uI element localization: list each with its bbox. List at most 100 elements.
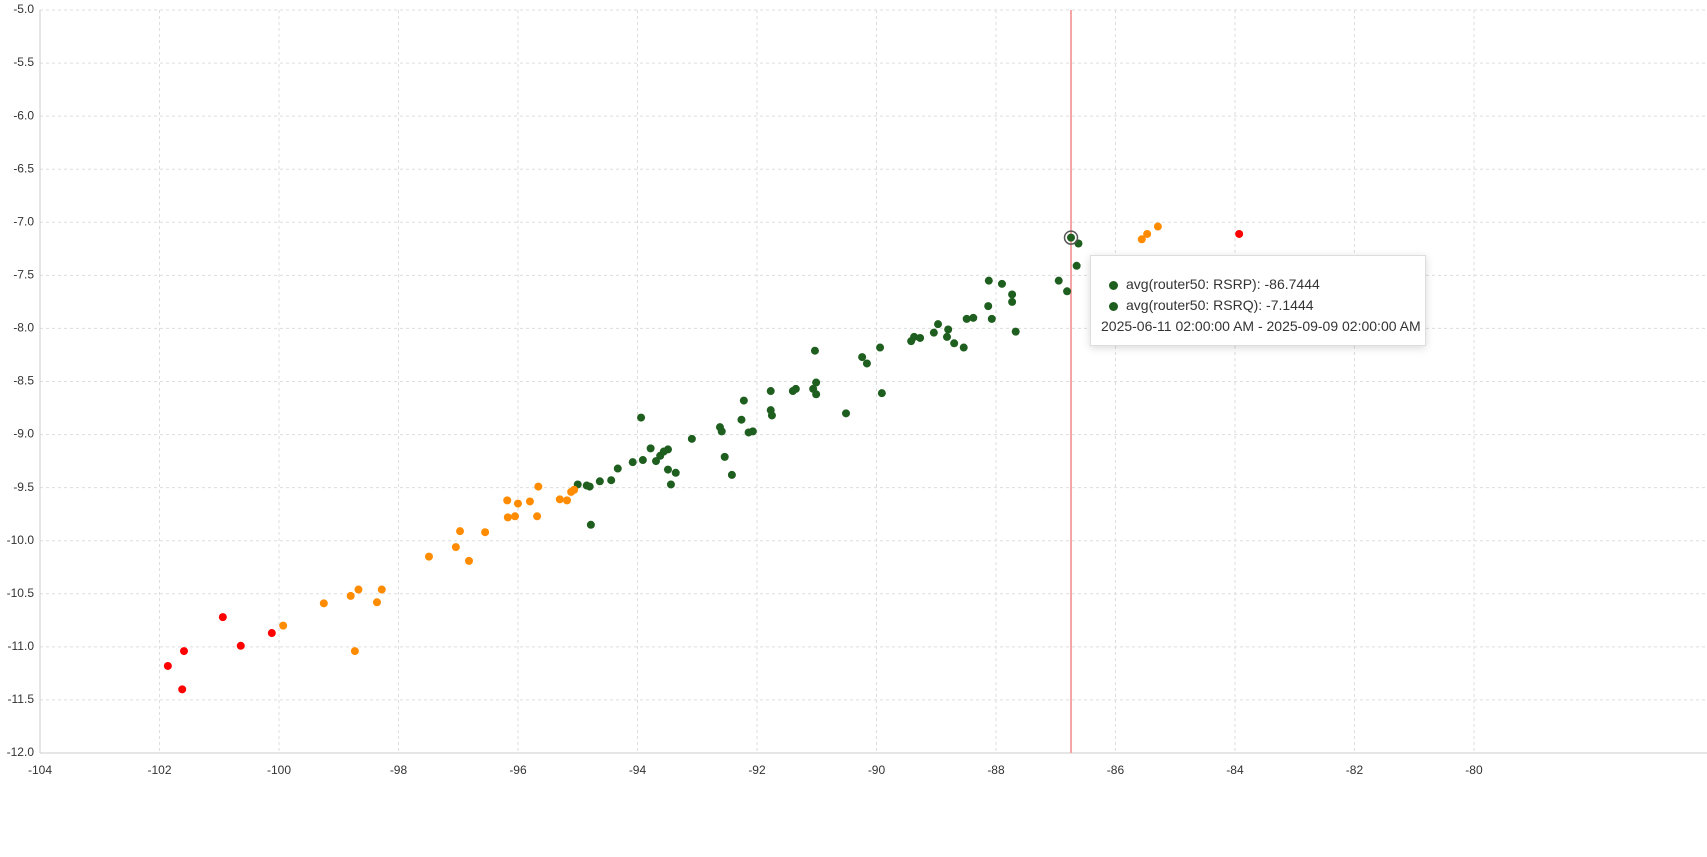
point [613, 464, 622, 473]
point [739, 396, 748, 405]
point [503, 513, 512, 522]
tooltip-text: avg(router50: RSRP): -86.7444 [1126, 276, 1320, 292]
point [1008, 290, 1017, 299]
point [511, 512, 520, 521]
point [812, 390, 821, 399]
point [377, 585, 386, 594]
point [218, 613, 227, 622]
point [346, 591, 355, 600]
point [1008, 297, 1017, 306]
point [767, 411, 776, 420]
point [1011, 327, 1020, 336]
y-tick-label: -12.0 [7, 745, 35, 759]
x-tick-label: -100 [267, 763, 291, 777]
point [1067, 233, 1076, 242]
point [525, 497, 534, 506]
point [350, 647, 359, 656]
point [812, 378, 821, 387]
point [944, 325, 953, 334]
tooltip-dot [1109, 301, 1118, 311]
point [877, 389, 886, 398]
point [916, 333, 925, 342]
point [987, 314, 996, 323]
y-tick-label: -10.5 [7, 586, 35, 600]
y-tick-label: -8.0 [13, 321, 34, 335]
point [810, 346, 819, 355]
y-tick-label: -11.0 [8, 639, 35, 653]
y-tick-label: -7.5 [13, 268, 34, 282]
point [727, 470, 736, 479]
point [236, 641, 245, 650]
point [533, 512, 542, 521]
x-tick-label: -90 [868, 763, 886, 777]
point [179, 647, 188, 656]
point [717, 427, 726, 436]
tooltip: avg(router50: RSRP): -86.7444 avg(router… [1090, 255, 1426, 346]
y-tick-label: -5.0 [13, 2, 34, 16]
point [585, 482, 594, 491]
point [962, 314, 971, 323]
point [279, 621, 288, 630]
point [319, 599, 328, 608]
point [570, 485, 579, 494]
x-tick-label: -92 [748, 763, 766, 777]
y-tick-label: -8.5 [13, 374, 34, 388]
point [638, 456, 647, 465]
y-tick-label: -9.0 [13, 427, 34, 441]
y-tick-label: -7.0 [13, 214, 34, 228]
point [788, 387, 797, 396]
point [481, 528, 490, 537]
point [744, 428, 753, 437]
hover-ring [1063, 230, 1079, 245]
point [424, 552, 433, 561]
point [562, 496, 571, 505]
point [663, 445, 672, 454]
x-tick-label: -86 [1107, 763, 1125, 777]
point [942, 332, 951, 341]
x-tick-label: -88 [987, 763, 1005, 777]
x-tick-label: -82 [1346, 763, 1364, 777]
point [876, 343, 885, 352]
point [354, 585, 363, 594]
tooltip-dot [1109, 280, 1118, 290]
x-tick-label: -102 [147, 763, 171, 777]
point [907, 337, 916, 346]
point [997, 279, 1006, 288]
point [372, 598, 381, 607]
x-tick-label: -104 [28, 763, 52, 777]
point [637, 413, 646, 422]
point [1153, 222, 1162, 231]
point [737, 415, 746, 424]
point [950, 339, 959, 348]
point [766, 387, 775, 396]
point [1137, 235, 1146, 244]
y-tick-label: -9.5 [13, 480, 34, 494]
point [267, 629, 276, 638]
x-tick-label: -96 [509, 763, 527, 777]
point [595, 477, 604, 486]
point [984, 302, 993, 311]
x-tick-label: -80 [1465, 763, 1483, 777]
point [464, 556, 473, 565]
point [1235, 229, 1244, 238]
point [586, 520, 595, 529]
point [451, 543, 460, 552]
point [534, 482, 543, 491]
y-tick-label: -11.5 [8, 692, 35, 706]
point [1074, 239, 1083, 248]
y-tick-label: -5.5 [13, 55, 34, 69]
point [862, 359, 871, 368]
point [663, 465, 672, 474]
point [607, 476, 616, 485]
point [969, 313, 978, 322]
point [934, 320, 943, 329]
y-tick-label: -6.0 [13, 108, 34, 122]
y-tick-label: -10.0 [7, 533, 35, 547]
point [671, 468, 680, 477]
tooltip-text: avg(router50: RSRQ): -7.1444 [1126, 297, 1314, 313]
point [1072, 261, 1081, 270]
point [1063, 287, 1072, 296]
x-tick-label: -98 [390, 763, 408, 777]
